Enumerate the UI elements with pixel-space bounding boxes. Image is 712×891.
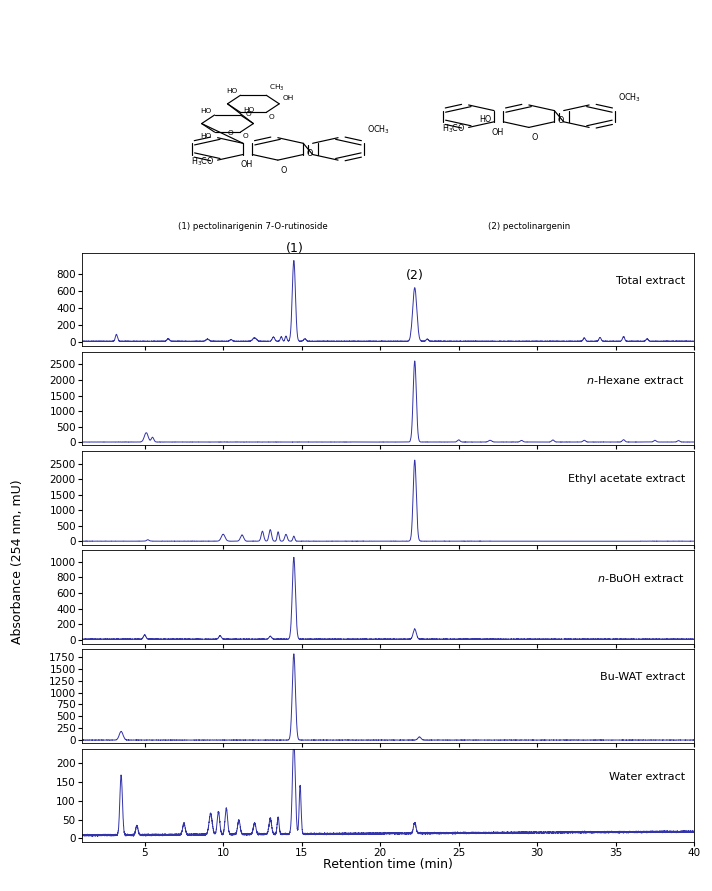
Text: Total extract: Total extract	[616, 276, 685, 286]
Text: $(1)$: $(1)$	[285, 240, 303, 255]
Text: H$_3$CO: H$_3$CO	[191, 155, 214, 168]
Text: OCH$_3$: OCH$_3$	[617, 91, 641, 103]
Text: OH: OH	[240, 160, 252, 169]
Text: H$_3$CO: H$_3$CO	[442, 122, 466, 135]
Text: O: O	[243, 134, 248, 139]
Text: CH$_3$: CH$_3$	[269, 83, 285, 94]
Text: OH: OH	[282, 95, 293, 102]
Text: $n$-BuOH extract: $n$-BuOH extract	[597, 572, 685, 584]
Text: O: O	[532, 134, 538, 143]
Text: (2) pectolinargenin: (2) pectolinargenin	[488, 222, 570, 231]
Text: O: O	[306, 149, 313, 158]
Text: $n$-Hexane extract: $n$-Hexane extract	[587, 374, 685, 386]
Text: (1) pectolinarigenin 7-O-rutinoside: (1) pectolinarigenin 7-O-rutinoside	[179, 222, 328, 231]
Text: HO: HO	[478, 116, 491, 125]
Text: OCH$_3$: OCH$_3$	[367, 124, 389, 136]
Text: HO: HO	[244, 107, 255, 113]
Text: Retention time (min): Retention time (min)	[323, 858, 453, 871]
Text: HO: HO	[226, 88, 237, 94]
Text: Bu-WAT extract: Bu-WAT extract	[600, 673, 685, 683]
Text: O: O	[268, 113, 275, 119]
Text: Ethyl acetate extract: Ethyl acetate extract	[567, 474, 685, 484]
Text: O: O	[281, 166, 287, 175]
Text: Water extract: Water extract	[609, 772, 685, 781]
Text: HO: HO	[200, 108, 211, 114]
Text: HO: HO	[200, 134, 211, 139]
Text: O: O	[246, 110, 251, 117]
Text: O: O	[557, 116, 564, 125]
Text: Absorbance (254 nm, mU): Absorbance (254 nm, mU)	[11, 479, 24, 643]
Text: O: O	[227, 130, 233, 136]
Text: $(2)$: $(2)$	[405, 267, 424, 282]
Text: OH: OH	[491, 127, 503, 136]
